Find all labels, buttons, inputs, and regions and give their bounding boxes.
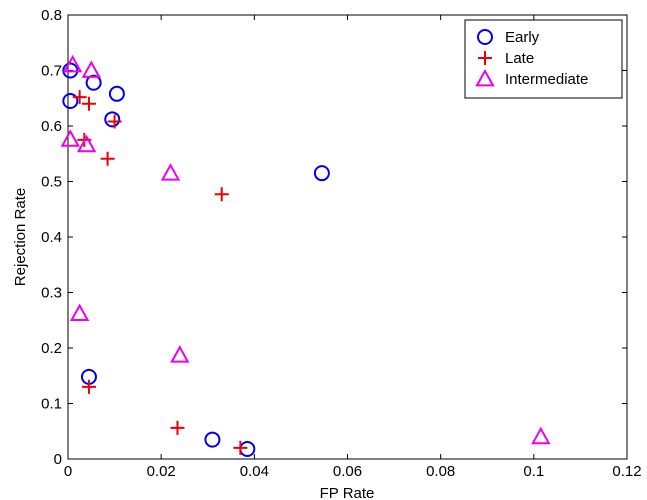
early-point [313,165,330,182]
late-point [81,379,96,394]
intermediate-point [160,163,181,181]
y-tick-label: 0.5 [41,174,62,191]
x-tick-label: 0.02 [147,463,176,480]
x-tick-label: 0 [64,463,72,480]
legend-label-late: Late [505,50,534,67]
x-tick-label: 0.08 [426,463,455,480]
y-tick-label: 0 [54,451,62,468]
x-tick-label: 0.1 [523,463,544,480]
y-tick-label: 0.6 [41,118,62,135]
early-point [108,85,125,102]
late-point [233,440,248,455]
intermediate-point [69,303,90,321]
intermediate-point [531,426,551,445]
legend-marker-late [478,51,492,65]
y-tick-label: 0.4 [41,229,62,246]
legend-label-intermediate: Intermediate [505,71,588,88]
legend-marker-early [477,29,493,45]
x-tick-label: 0.12 [612,463,641,480]
late-point [170,420,185,435]
x-axis-label: FP Rate [320,485,375,500]
early-point [104,111,121,128]
intermediate-point [76,134,97,153]
y-axis-ticks: 0 0.1 0.2 0.3 0.4 0.5 0.6 0.7 0.8 [41,7,627,468]
late-point [100,151,115,166]
data-points [60,54,551,458]
x-tick-label: 0.04 [240,463,269,480]
y-tick-label: 0.3 [41,285,62,302]
y-tick-label: 0.1 [41,396,62,413]
intermediate-point [81,60,101,78]
early-point [85,74,102,91]
x-axis-ticks: 0 0.02 0.04 0.06 0.08 0.1 0.12 [64,15,642,480]
y-tick-label: 0.7 [41,63,62,80]
late-point [107,114,122,129]
late-point [214,187,229,202]
legend-marker-intermediate [475,68,495,87]
late-point [81,96,96,111]
intermediate-point [170,345,190,363]
intermediate-point [62,54,83,73]
y-axis-label: Rejection Rate [12,188,29,286]
y-tick-label: 0.2 [41,340,62,357]
y-tick-label: 0.8 [41,7,62,24]
intermediate-point [60,129,81,147]
early-point [204,431,221,448]
late-point [72,90,87,105]
legend-label-early: Early [505,29,540,46]
early-point [62,93,79,110]
legend: Early Late Intermediate [464,19,623,99]
x-tick-label: 0.06 [333,463,362,480]
